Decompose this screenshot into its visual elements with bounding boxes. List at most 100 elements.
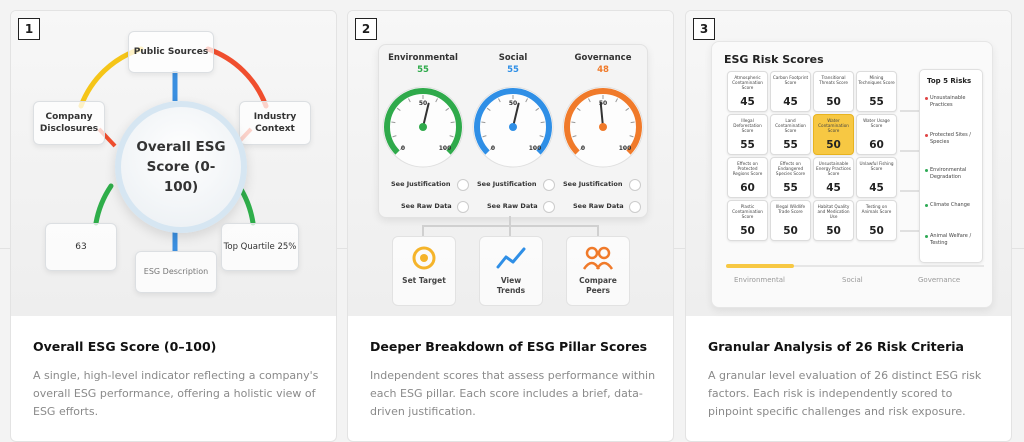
risk-cell-value: 55	[740, 139, 755, 151]
pillar-scores-visual: 2 Environmental Social Governance 55 55 …	[348, 11, 673, 316]
risk-cell-value: 50	[826, 225, 841, 237]
gauge-tick	[392, 135, 397, 138]
gauge-tick-label-mid: 50	[509, 100, 517, 107]
node-company-disclosures: Company Disclosures	[33, 101, 105, 145]
active-tab-indicator	[726, 264, 794, 268]
risk-cell[interactable]: Land Contamination Score 55	[770, 114, 811, 155]
risk-cell[interactable]: Habitat Quality and Medication Use 50	[813, 200, 854, 241]
card-number: 3	[693, 18, 715, 40]
tab-track	[794, 265, 984, 267]
tab-social[interactable]: Social	[842, 276, 863, 284]
gauge-tick	[445, 107, 450, 111]
card-pillar-breakdown: 2 Environmental Social Governance 55 55 …	[347, 10, 674, 442]
gauge-label-social: Social	[498, 53, 528, 63]
gauge-tick-label-max: 100	[529, 145, 542, 152]
toggle-label: See Raw Data	[573, 202, 624, 210]
overall-score-visual: 1 Public Sources Company Disclosures Ind…	[11, 11, 336, 316]
risk-cell[interactable]: Unlawful Fishing Score 45	[856, 157, 897, 198]
risk-cell-value: 60	[740, 182, 755, 194]
risk-cell[interactable]: Water Usage Score 60	[856, 114, 897, 155]
gauge-tick	[490, 146, 494, 150]
risk-cell-value: 50	[826, 139, 841, 151]
gauge-tick	[630, 121, 635, 124]
node-top-quartile: Top Quartile 25%	[221, 223, 299, 271]
gauge-tick	[622, 146, 626, 150]
gauge-label-governance: Governance	[574, 53, 632, 63]
see-raw-data-toggle-governance[interactable]: See Raw Data	[573, 199, 651, 213]
risk-cell[interactable]: Atmospheric Contamination Score 45	[727, 71, 768, 112]
gauge-tick	[481, 121, 486, 124]
risk-cell[interactable]: Carbon Footprint Score 45	[770, 71, 811, 112]
gauge-tick	[498, 98, 501, 103]
set-target-button[interactable]: Set Target	[392, 236, 456, 306]
gauge-governance: 50 0 100	[562, 86, 644, 168]
top-risk-item: Climate Change	[925, 202, 982, 209]
tab-governance[interactable]: Governance	[918, 276, 961, 284]
toggle-knob	[457, 179, 469, 191]
risk-cell[interactable]: Illegal Deforestation Score 55	[727, 114, 768, 155]
node-public-sources: Public Sources	[128, 31, 214, 73]
risk-cell-label: Carbon Footprint Score	[772, 75, 809, 85]
gauge-tick	[625, 107, 630, 111]
risk-cell-value: 55	[783, 182, 798, 194]
gauge-arc	[384, 88, 462, 155]
risk-cell-label: Illegal Wildlife Trade Score	[775, 204, 806, 214]
peers-icon	[582, 246, 614, 270]
risk-cell-value: 45	[826, 182, 841, 194]
risk-cell[interactable]: Plastic Contamination Score 50	[727, 200, 768, 241]
risk-cell-label: Unsustainable Energy Practices Score	[816, 161, 851, 176]
gauge-value-social: 55	[507, 65, 519, 75]
trend-icon	[496, 247, 526, 269]
see-raw-data-toggle-social[interactable]: See Raw Data	[487, 199, 565, 213]
risk-cell-value: 60	[869, 139, 884, 151]
risk-cell-label: Unlawful Fishing Score	[859, 161, 894, 171]
top-5-risks-panel: Top 5 Risks Unsustainable Practices Prot…	[919, 69, 983, 263]
node-esg-description: ESG Description	[135, 251, 217, 293]
risk-cell-label: Effects on Protected Regions Score	[732, 161, 763, 176]
risk-cell-value: 50	[826, 96, 841, 108]
tab-environmental[interactable]: Environmental	[734, 276, 785, 284]
top-risk-item: Protected Sites / Species	[925, 132, 982, 146]
risk-cell-label: Water Contamination Score	[818, 118, 849, 133]
risk-cell[interactable]: Illegal Wildlife Trade Score 50	[770, 200, 811, 241]
risk-cell-label: Mining Techniques Score	[858, 75, 895, 85]
gauge-tick	[525, 98, 528, 103]
risk-cell-value: 50	[783, 225, 798, 237]
risk-cell[interactable]: Transitional Threats Score 50	[813, 71, 854, 112]
see-justification-toggle-environmental[interactable]: See Justification	[391, 177, 469, 191]
risk-cell[interactable]: Effects on Protected Regions Score 60	[727, 157, 768, 198]
gauge-tick-label-max: 100	[439, 145, 452, 152]
risk-cell-label: Testing on Animals Score	[861, 204, 892, 214]
risk-cell-value: 50	[740, 225, 755, 237]
view-trends-button[interactable]: View Trends	[479, 236, 543, 306]
risk-cell[interactable]: Mining Techniques Score 55	[856, 71, 897, 112]
top-risk-item: Environmental Degradation	[925, 167, 982, 181]
see-raw-data-toggle-environmental[interactable]: See Raw Data	[401, 199, 479, 213]
risk-cell[interactable]: Testing on Animals Score 50	[856, 200, 897, 241]
gauge-hub	[599, 123, 607, 131]
risk-cell-value: 45	[740, 96, 755, 108]
compare-peers-button[interactable]: Compare Peers	[566, 236, 630, 306]
gauge-value-environmental: 55	[417, 65, 429, 75]
gauge-tick	[391, 121, 396, 124]
card-number: 2	[355, 18, 377, 40]
risk-cell-label: Illegal Deforestation Score	[733, 118, 762, 133]
node-score-value: 63	[45, 223, 117, 271]
gauge-arc	[564, 88, 642, 155]
risk-cell[interactable]: Unsustainable Energy Practices Score 45	[813, 157, 854, 198]
top-risk-item: Unsustainable Practices	[925, 95, 982, 109]
panel-connectors	[422, 216, 599, 236]
card-description: A single, high-level indicator reflectin…	[33, 369, 319, 418]
toggle-label: See Justification	[477, 180, 537, 188]
toggle-knob	[543, 201, 555, 213]
risk-cell[interactable]: Water Contamination Score 50	[813, 114, 854, 155]
card-title: Overall ESG Score (0–100)	[33, 339, 217, 354]
toggle-label: See Raw Data	[487, 202, 538, 210]
gauge-tick	[532, 146, 536, 150]
see-justification-toggle-governance[interactable]: See Justification	[563, 177, 641, 191]
risk-cell[interactable]: Effects on Endangered Species Score 55	[770, 157, 811, 198]
toggle-label: See Justification	[391, 180, 451, 188]
risk-cell-value: 45	[869, 182, 884, 194]
see-justification-toggle-social[interactable]: See Justification	[477, 177, 555, 191]
gauge-tick-label-mid: 50	[599, 100, 607, 107]
